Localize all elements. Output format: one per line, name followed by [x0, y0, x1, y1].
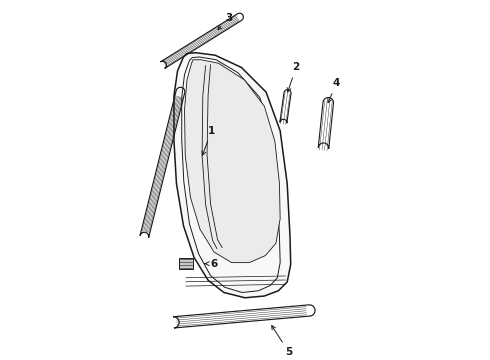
- Text: 4: 4: [328, 78, 340, 103]
- Text: 2: 2: [287, 63, 299, 92]
- Polygon shape: [182, 57, 280, 293]
- Text: 3: 3: [218, 13, 233, 30]
- Text: 5: 5: [272, 326, 293, 357]
- Text: 1: 1: [202, 126, 215, 155]
- Text: 6: 6: [205, 259, 218, 269]
- Polygon shape: [185, 60, 280, 263]
- Polygon shape: [174, 53, 291, 298]
- Bar: [178, 258, 194, 269]
